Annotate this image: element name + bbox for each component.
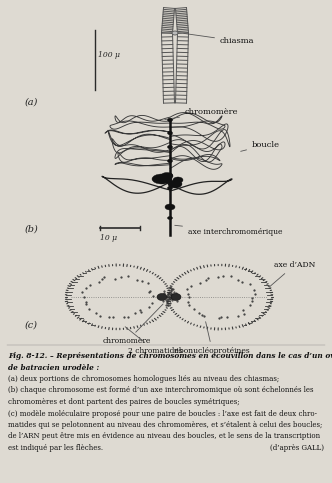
Ellipse shape xyxy=(171,294,181,300)
Text: axe d’ADN: axe d’ADN xyxy=(269,261,315,287)
Text: 2 chromatides: 2 chromatides xyxy=(125,327,183,355)
Text: de batracien urodèle :: de batracien urodèle : xyxy=(8,364,99,371)
Text: chromomère: chromomère xyxy=(165,108,238,120)
Ellipse shape xyxy=(168,180,182,188)
Text: (a): (a) xyxy=(25,98,39,107)
Ellipse shape xyxy=(165,204,175,210)
Ellipse shape xyxy=(168,186,173,190)
Ellipse shape xyxy=(168,216,173,219)
Text: (c) modèle moléculaire proposé pour une paire de boucles : l’axe est fait de deu: (c) modèle moléculaire proposé pour une … xyxy=(8,410,317,417)
Text: (b) chaque chromosome est formé d’un axe interchromomique où sont échelonnés les: (b) chaque chromosome est formé d’un axe… xyxy=(8,386,313,395)
Text: est indiqué par les flèches.: est indiqué par les flèches. xyxy=(8,444,103,452)
Ellipse shape xyxy=(157,294,167,300)
Ellipse shape xyxy=(152,174,172,184)
Text: (b): (b) xyxy=(25,225,39,234)
Ellipse shape xyxy=(172,31,178,35)
Text: ribonucléoprotéines: ribonucléoprotéines xyxy=(174,322,251,355)
Text: de l’ARN peut être mis en évidence au niveau des boucles, et le sens de la trans: de l’ARN peut être mis en évidence au ni… xyxy=(8,432,320,440)
Text: Fig. 8-12. – Représentations de chromosomes en écouvillon dans le cas d’un ovocy: Fig. 8-12. – Représentations de chromoso… xyxy=(8,352,332,360)
Text: chiasma: chiasma xyxy=(184,33,255,45)
Ellipse shape xyxy=(168,159,173,163)
Ellipse shape xyxy=(173,177,183,183)
Text: 10 μ: 10 μ xyxy=(100,234,117,242)
Text: matides qui se pelotonnent au niveau des chromomères, et s’étalent à celui des b: matides qui se pelotonnent au niveau des… xyxy=(8,421,322,429)
Text: (a) deux portions de chromosomes homologues liés au niveau des chiasmas;: (a) deux portions de chromosomes homolog… xyxy=(8,375,279,383)
Text: boucle: boucle xyxy=(241,141,280,151)
Text: chromomère: chromomère xyxy=(103,304,163,345)
Ellipse shape xyxy=(168,118,173,122)
Text: 100 μ: 100 μ xyxy=(98,51,120,59)
Text: (d’après GALL): (d’après GALL) xyxy=(270,444,324,452)
Text: chromomères et dont partent des paires de boucles symétriques;: chromomères et dont partent des paires d… xyxy=(8,398,240,406)
Ellipse shape xyxy=(168,145,173,149)
Ellipse shape xyxy=(161,172,173,180)
Ellipse shape xyxy=(168,131,173,135)
Ellipse shape xyxy=(168,173,173,177)
Text: (c): (c) xyxy=(25,321,38,330)
Text: axe interchromomérique: axe interchromomérique xyxy=(175,225,283,236)
